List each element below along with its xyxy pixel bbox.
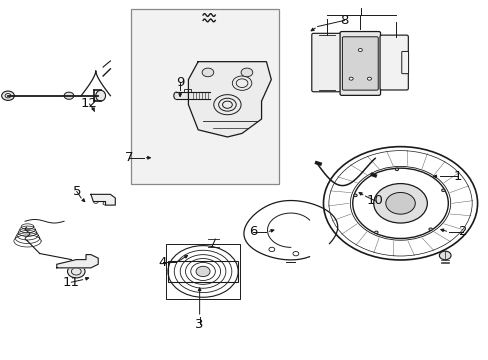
- Text: 4: 4: [158, 256, 166, 269]
- Circle shape: [394, 168, 398, 171]
- Circle shape: [439, 251, 450, 260]
- Circle shape: [374, 231, 377, 234]
- Text: 1: 1: [453, 170, 461, 183]
- Polygon shape: [91, 194, 115, 205]
- Circle shape: [93, 200, 98, 203]
- Circle shape: [241, 68, 252, 77]
- FancyBboxPatch shape: [131, 9, 278, 184]
- Circle shape: [385, 193, 414, 214]
- Circle shape: [59, 264, 64, 268]
- Text: 2: 2: [458, 225, 466, 238]
- Circle shape: [428, 228, 431, 230]
- Text: 7: 7: [124, 151, 133, 164]
- Text: 11: 11: [63, 276, 80, 289]
- FancyBboxPatch shape: [342, 37, 377, 90]
- Circle shape: [441, 189, 444, 192]
- Circle shape: [103, 202, 108, 205]
- Text: 10: 10: [366, 194, 383, 207]
- Circle shape: [366, 77, 371, 80]
- Polygon shape: [188, 62, 271, 137]
- Text: 5: 5: [72, 185, 81, 198]
- FancyBboxPatch shape: [311, 33, 342, 92]
- Circle shape: [373, 184, 427, 223]
- FancyBboxPatch shape: [339, 32, 380, 95]
- Circle shape: [196, 266, 210, 276]
- Circle shape: [67, 265, 85, 278]
- Text: 6: 6: [248, 225, 257, 238]
- Polygon shape: [57, 255, 98, 268]
- FancyBboxPatch shape: [379, 35, 407, 90]
- Circle shape: [348, 77, 352, 80]
- Circle shape: [202, 68, 213, 77]
- Circle shape: [85, 261, 90, 265]
- Circle shape: [353, 194, 356, 197]
- Text: 3: 3: [195, 318, 203, 331]
- Text: 9: 9: [176, 76, 184, 89]
- Ellipse shape: [96, 90, 105, 101]
- Circle shape: [268, 247, 274, 252]
- Circle shape: [64, 92, 74, 99]
- Text: 8: 8: [340, 14, 348, 27]
- Text: 12: 12: [81, 98, 98, 111]
- FancyBboxPatch shape: [401, 51, 408, 74]
- Circle shape: [292, 252, 298, 256]
- Circle shape: [1, 91, 14, 100]
- Circle shape: [358, 49, 362, 51]
- Ellipse shape: [173, 92, 178, 99]
